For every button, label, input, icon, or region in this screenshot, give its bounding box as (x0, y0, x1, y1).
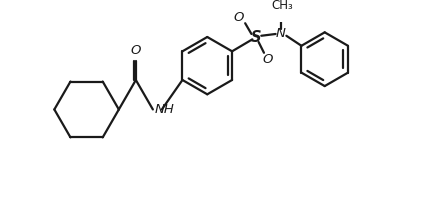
Text: O: O (262, 53, 273, 66)
Text: S: S (251, 30, 261, 45)
Text: NH: NH (155, 103, 175, 116)
Text: CH₃: CH₃ (271, 0, 293, 12)
Text: O: O (234, 11, 244, 24)
Text: N: N (276, 27, 286, 41)
Text: O: O (131, 44, 141, 57)
